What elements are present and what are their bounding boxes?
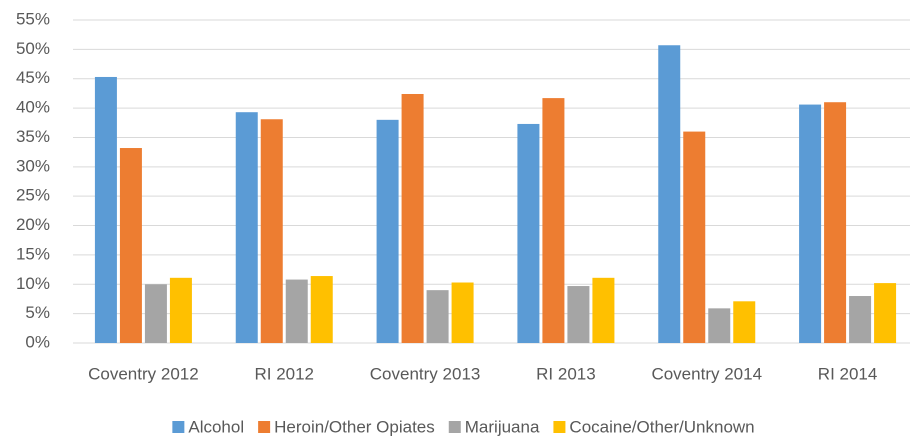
y-tick-label: 45%	[16, 68, 50, 87]
x-tick-label: RI 2012	[254, 364, 314, 383]
legend-label: Marijuana	[465, 417, 540, 436]
y-tick-label: 35%	[16, 127, 50, 146]
bar	[426, 290, 449, 343]
legend-label: Heroin/Other Opiates	[274, 417, 435, 436]
bar	[235, 112, 258, 344]
y-tick-label: 55%	[16, 9, 50, 28]
y-tick-label: 50%	[16, 39, 50, 58]
bar	[285, 279, 308, 343]
bar	[683, 131, 706, 343]
bar	[260, 119, 283, 344]
bar	[376, 119, 399, 343]
y-tick-label: 15%	[16, 244, 50, 263]
bar	[567, 286, 590, 343]
legend-label: Alcohol	[188, 417, 244, 436]
x-tick-label: RI 2013	[536, 364, 596, 383]
legend-swatch	[448, 421, 461, 433]
y-tick-label: 30%	[16, 156, 50, 175]
bar	[708, 308, 731, 343]
bar	[592, 277, 615, 343]
x-tick-label: RI 2014	[818, 364, 878, 383]
bar	[824, 102, 847, 343]
bar	[169, 277, 192, 343]
bar	[874, 283, 897, 343]
y-tick-label: 10%	[16, 274, 50, 293]
y-tick-label: 25%	[16, 186, 50, 205]
bar	[401, 93, 424, 343]
x-tick-label: Coventry 2014	[651, 364, 762, 383]
bar	[542, 98, 565, 343]
y-tick-label: 0%	[25, 332, 50, 351]
x-tick-label: Coventry 2013	[370, 364, 481, 383]
bar	[119, 148, 142, 343]
bar	[94, 76, 117, 343]
bar	[849, 296, 872, 343]
bar	[310, 276, 333, 343]
bar	[144, 284, 167, 343]
legend-swatch	[258, 421, 271, 433]
y-tick-label: 40%	[16, 98, 50, 117]
bar	[658, 45, 681, 344]
legend-swatch	[172, 421, 185, 433]
y-tick-label: 5%	[25, 303, 50, 322]
bar	[451, 282, 474, 343]
x-tick-label: Coventry 2012	[88, 364, 199, 383]
legend-swatch	[553, 421, 566, 433]
legend-label: Cocaine/Other/Unknown	[569, 417, 754, 436]
bar	[799, 104, 822, 343]
bar	[733, 301, 756, 343]
bar	[517, 123, 540, 344]
y-tick-label: 20%	[16, 215, 50, 234]
